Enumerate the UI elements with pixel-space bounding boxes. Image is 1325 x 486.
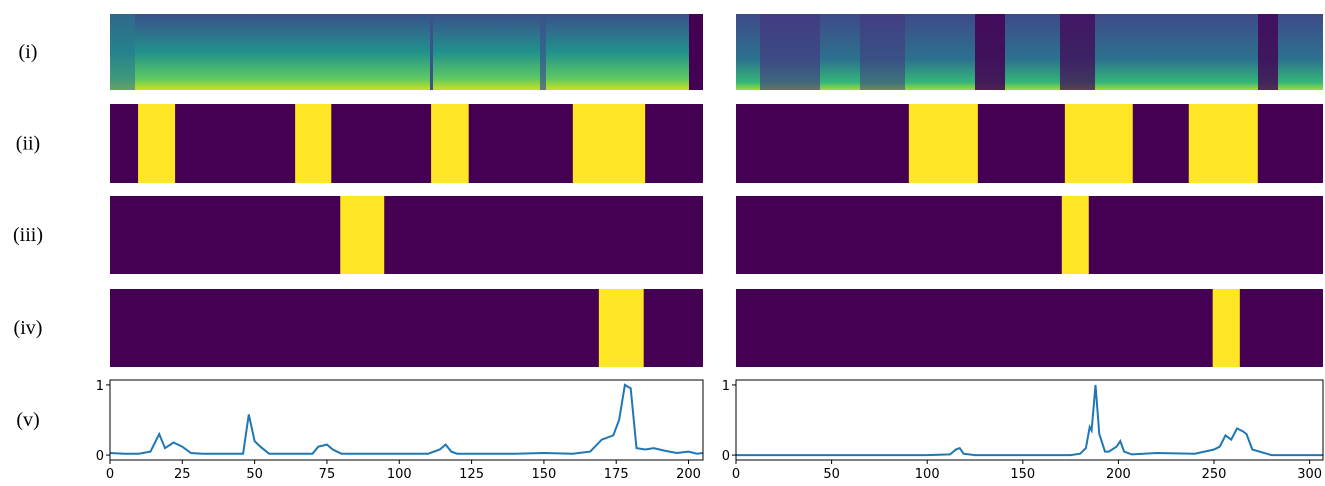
segment-background bbox=[736, 196, 1323, 274]
row-label: (iv) bbox=[14, 317, 43, 339]
x-tick-label: 50 bbox=[823, 467, 840, 482]
spectrogram-right bbox=[736, 14, 1323, 90]
row-label: (ii) bbox=[16, 133, 40, 155]
x-tick-label: 300 bbox=[1297, 467, 1322, 482]
x-tick-label: 25 bbox=[174, 467, 191, 482]
segment bbox=[340, 196, 385, 274]
segment bbox=[1064, 104, 1133, 183]
y-tick-label: 1 bbox=[722, 379, 730, 394]
segment bbox=[138, 104, 176, 183]
x-tick-label: 75 bbox=[319, 467, 336, 482]
y-tick-label: 0 bbox=[96, 449, 104, 464]
x-tick-label: 100 bbox=[387, 467, 412, 482]
x-tick-label: 100 bbox=[915, 467, 940, 482]
segment bbox=[1212, 289, 1240, 367]
segment bbox=[572, 104, 646, 183]
x-tick-label: 0 bbox=[732, 467, 740, 482]
y-tick-label: 1 bbox=[96, 379, 104, 394]
line bbox=[736, 384, 1323, 457]
x-tick-label: 150 bbox=[531, 467, 556, 482]
row-label: (iii) bbox=[13, 224, 43, 246]
segment-background bbox=[110, 196, 703, 274]
line bbox=[109, 383, 704, 455]
x-tick-label: 200 bbox=[1106, 467, 1131, 482]
x-tick-label: 175 bbox=[604, 467, 629, 482]
segment bbox=[908, 104, 978, 183]
plot-frame bbox=[109, 379, 704, 461]
segment bbox=[598, 289, 644, 367]
y-tick-label: 0 bbox=[722, 449, 730, 464]
segment bbox=[1061, 196, 1089, 274]
x-tick-label: 125 bbox=[459, 467, 484, 482]
x-tick-label: 50 bbox=[246, 467, 263, 482]
x-tick-label: 150 bbox=[1010, 467, 1035, 482]
segment bbox=[295, 104, 332, 183]
plot-frame bbox=[735, 379, 1324, 461]
x-tick-label: 250 bbox=[1202, 467, 1227, 482]
row-label: (v) bbox=[16, 409, 39, 431]
segment bbox=[1188, 104, 1258, 183]
row-label: (i) bbox=[19, 41, 38, 63]
x-tick-label: 0 bbox=[106, 467, 114, 482]
spectrogram-left bbox=[110, 14, 703, 90]
segment bbox=[431, 104, 469, 183]
x-tick-label: 200 bbox=[676, 467, 701, 482]
